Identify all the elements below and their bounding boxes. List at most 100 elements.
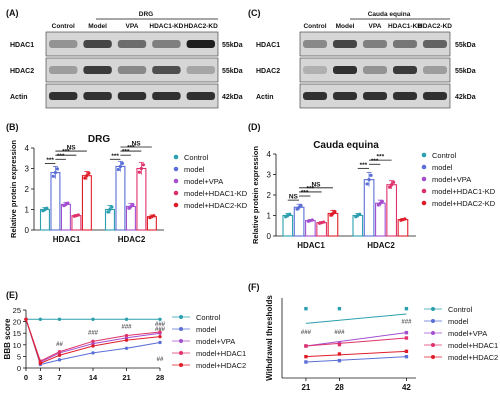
data-point	[337, 358, 342, 363]
data-point	[24, 317, 28, 321]
data-point	[158, 317, 162, 321]
data-point	[310, 218, 314, 222]
data-point	[57, 317, 62, 321]
significance-label: NS	[67, 145, 77, 152]
panel-label-e: (E)	[6, 290, 18, 300]
bar	[115, 165, 126, 231]
y-tick-label: 0	[267, 232, 272, 241]
legend-marker	[179, 339, 183, 343]
data-point	[369, 173, 373, 177]
bar	[352, 214, 364, 237]
data-point	[404, 354, 409, 359]
y-tick-label: 2	[25, 185, 30, 194]
panel-label-f: (F)	[248, 282, 260, 292]
legend-label: Control	[196, 313, 221, 322]
significance-label: ***	[307, 185, 315, 192]
data-point	[288, 212, 292, 216]
blot-kda-label: 55kDa	[455, 42, 476, 49]
data-point	[124, 333, 129, 338]
blot-band	[303, 40, 327, 48]
blot-band	[186, 92, 215, 100]
bar	[386, 184, 398, 237]
y-tick-label: 25	[13, 306, 21, 315]
significance-label: ***	[111, 153, 119, 160]
blot-band	[393, 66, 417, 74]
blot-kda-label: 55kDa	[222, 42, 243, 49]
legend-label: model	[184, 165, 205, 174]
y-tick-label: 10	[13, 341, 21, 350]
legend-label: model	[196, 325, 217, 334]
significance-label: ###	[88, 330, 99, 336]
significance-label: ###	[401, 319, 412, 325]
data-point	[91, 351, 95, 355]
blot-band	[152, 92, 181, 100]
data-point	[55, 167, 59, 171]
data-point	[45, 206, 49, 210]
fit-line	[305, 356, 407, 363]
blot-band	[303, 92, 327, 100]
data-point	[304, 344, 308, 348]
x-tick-label: 7	[57, 373, 61, 382]
data-point	[403, 217, 407, 221]
blot-band	[83, 40, 112, 48]
data-point	[116, 167, 120, 172]
legend-label: model+HDAC2	[196, 361, 246, 370]
legend-label: model+HDAC1-KD	[184, 189, 248, 198]
bar	[71, 215, 82, 231]
blot-group-label: Cauda equina	[368, 11, 411, 18]
legend-marker	[421, 200, 427, 206]
blot-band	[333, 92, 357, 100]
data-point	[118, 164, 122, 169]
data-point	[110, 205, 114, 209]
y-tick-label: 0	[25, 226, 30, 235]
blot-group-label: DRG	[139, 11, 153, 18]
legend-label: Control	[184, 153, 209, 162]
blot-protein-label: HDAC1	[256, 42, 280, 49]
legend-marker	[421, 188, 427, 194]
data-point	[337, 352, 342, 356]
blot-kda-label: 42kDa	[455, 94, 476, 101]
y-tick-label: 1	[25, 206, 30, 215]
legend-marker	[179, 315, 183, 319]
y-tick-label: 3	[25, 165, 30, 174]
bar	[305, 220, 316, 237]
data-point	[87, 171, 91, 175]
data-point	[91, 317, 95, 321]
blot-band	[363, 66, 387, 74]
legend-label: model+VPA	[448, 329, 487, 338]
data-point	[322, 220, 326, 224]
y-tick-label: 5	[17, 352, 21, 361]
blot-band	[423, 92, 447, 100]
legend-marker	[431, 343, 435, 347]
data-point	[53, 171, 57, 175]
data-point	[106, 210, 110, 214]
data-point	[57, 358, 62, 362]
data-point	[404, 336, 409, 340]
data-point	[38, 317, 43, 321]
legend-marker	[179, 351, 183, 355]
blot-kda-label: 42kDa	[222, 94, 243, 101]
data-point	[124, 338, 129, 342]
legend-label: model+VPA	[196, 337, 235, 346]
x-tick-label: HDAC2	[118, 235, 146, 244]
legend-label: model+HDAC1	[448, 341, 498, 350]
bar	[50, 172, 61, 231]
blot-kda-label: 55kDa	[455, 68, 476, 75]
blot-lane-label: Model	[336, 23, 355, 30]
legend-label: model+HDAC2-KD	[184, 201, 248, 210]
blot-band	[152, 66, 181, 74]
significance-label: ***	[46, 157, 54, 164]
data-point	[85, 174, 89, 178]
data-point	[120, 161, 124, 165]
significance-label: ***	[57, 153, 65, 160]
bar	[136, 167, 147, 231]
legend-marker	[431, 355, 435, 359]
x-tick-label: 3	[38, 373, 42, 382]
panel-label-c: (C)	[248, 8, 261, 18]
significance-label: ##	[56, 342, 63, 348]
legend-label: model+VPA	[432, 175, 471, 184]
significance-label: ##	[157, 357, 164, 363]
blot-lane-label: HDAC2-KD	[418, 23, 452, 30]
data-point	[152, 214, 156, 218]
blot-protein-label: Actin	[256, 94, 274, 101]
